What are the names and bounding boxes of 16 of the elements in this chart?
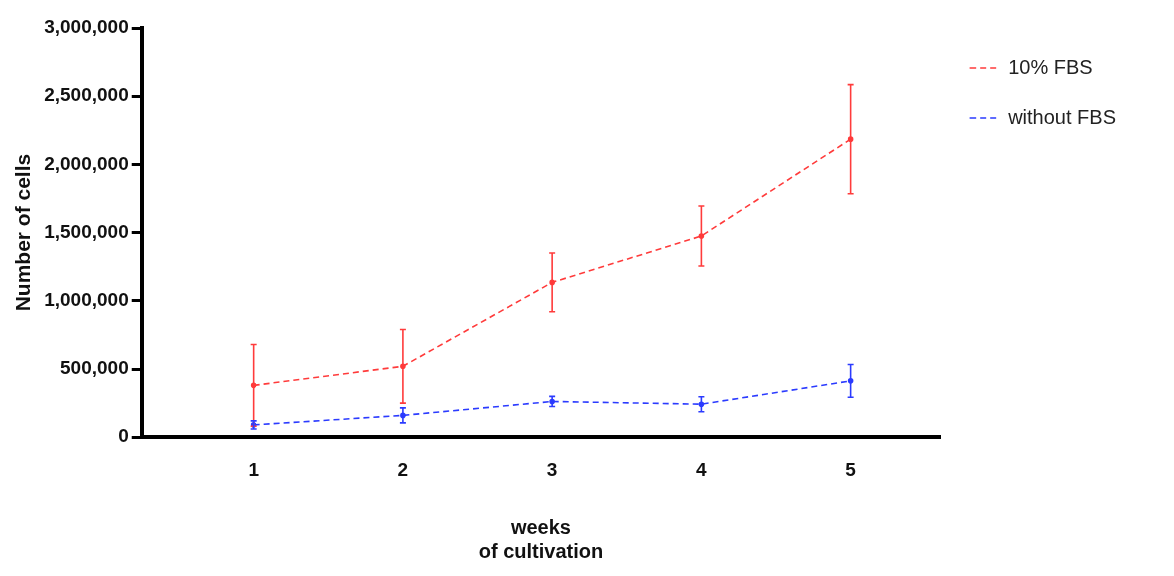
y-tick-label: 1,500,000 [44, 220, 129, 242]
y-tick-label: 0 [118, 425, 129, 447]
y-tick-label: 2,000,000 [44, 152, 129, 174]
y-tick-label: 2,500,000 [44, 84, 129, 106]
y-tick-label: 500,000 [60, 357, 129, 379]
legend-label: 10% FBS [1008, 55, 1093, 78]
x-axis-title: weeks of cultivation [478, 515, 604, 562]
legend-label: without FBS [1007, 105, 1117, 128]
x-tick-label: 4 [696, 458, 708, 480]
x-tick-label: 1 [248, 458, 260, 480]
y-axis-title: Number of cells [11, 153, 35, 312]
x-tick-label: 2 [397, 458, 409, 480]
x-tick-label: 5 [845, 458, 857, 480]
y-tick-label: 3,000,000 [44, 16, 129, 38]
y-tick-label: 1,000,000 [44, 289, 129, 311]
x-tick-label: 3 [546, 458, 558, 480]
